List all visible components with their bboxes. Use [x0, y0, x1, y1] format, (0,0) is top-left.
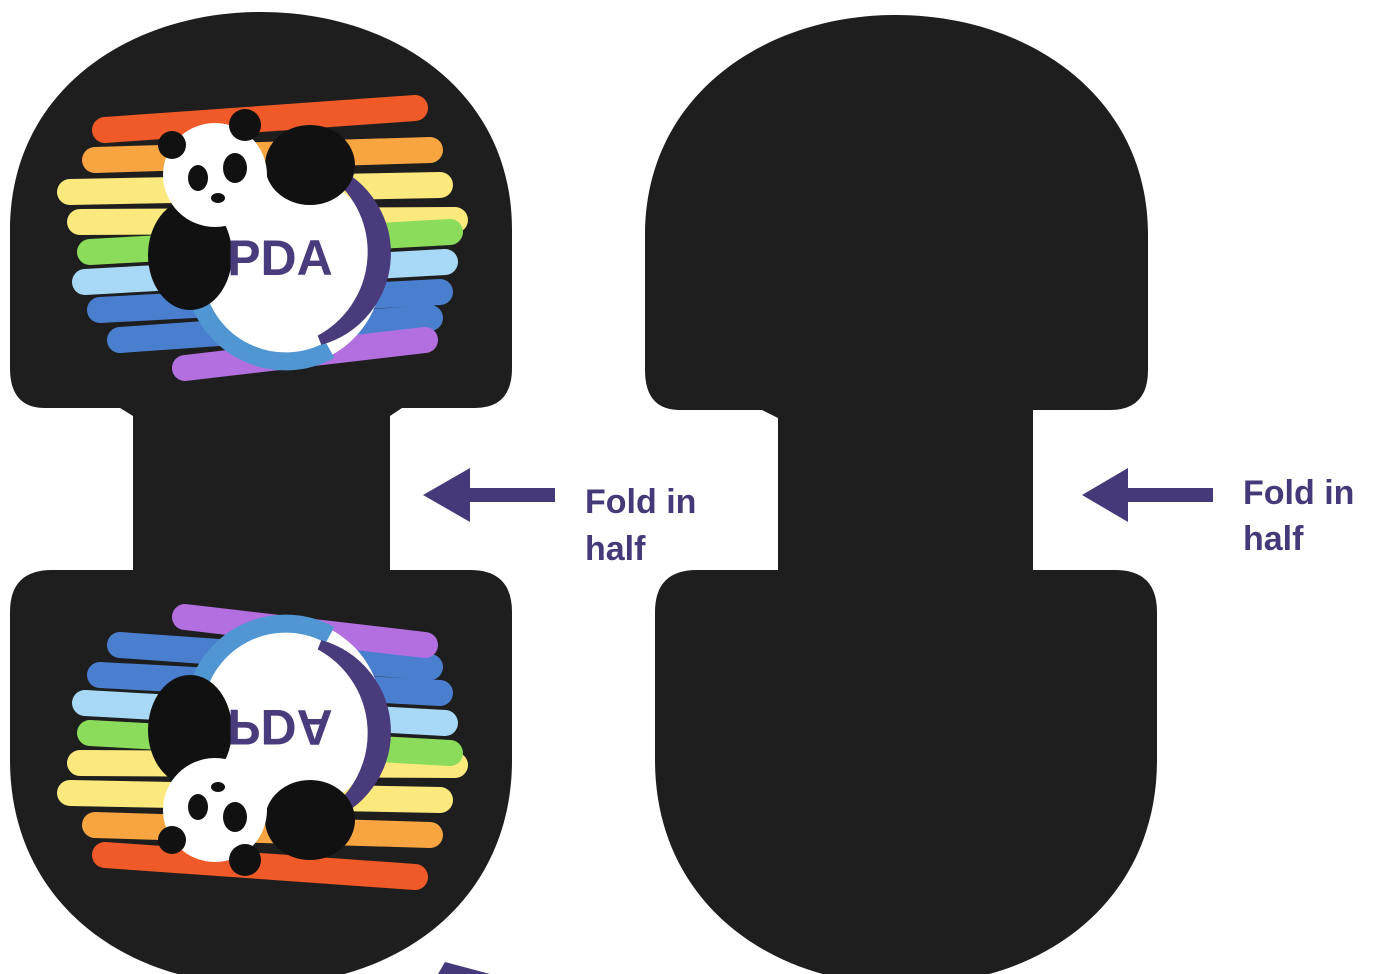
fold-label: half [585, 530, 646, 568]
logo-text: PDA [227, 699, 333, 755]
fold-label: half [1243, 520, 1304, 558]
logo-text: PDA [227, 230, 333, 286]
fold-label: Fold in [1243, 474, 1354, 512]
arrow [1082, 468, 1213, 522]
page: PDA PDA Fold in half Fold in half [0, 0, 1375, 974]
right-shape [645, 15, 1157, 974]
arrow-partial [438, 962, 490, 974]
fold-label: Fold in [585, 483, 696, 521]
arrow [423, 468, 555, 522]
